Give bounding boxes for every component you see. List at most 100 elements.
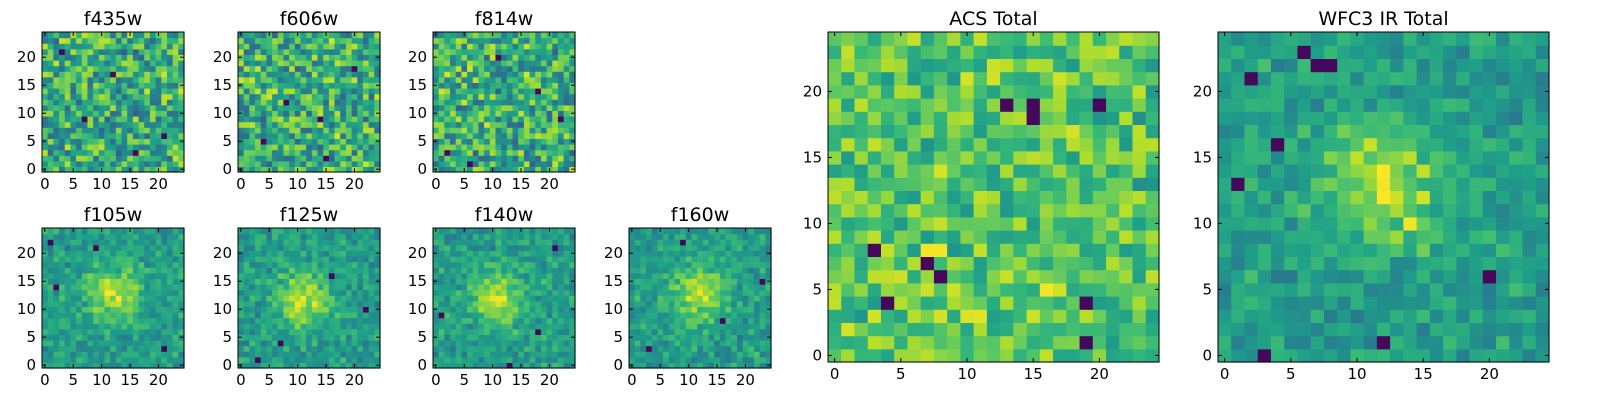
heatmap-cell — [115, 278, 123, 285]
heatmap-cell — [368, 334, 375, 341]
heatmap-cell — [736, 272, 744, 279]
heatmap-cell — [467, 250, 474, 257]
heatmap-cell — [563, 37, 570, 44]
heatmap-cell — [986, 164, 1001, 178]
heatmap-cell — [345, 82, 353, 89]
heatmap-cell — [70, 65, 77, 72]
y-tick-label: 15 — [17, 76, 36, 94]
heatmap-cell — [563, 43, 570, 50]
heatmap-cell — [529, 54, 536, 61]
heatmap-cell — [438, 239, 445, 246]
heatmap-cell — [155, 351, 162, 358]
heatmap-cell — [433, 127, 440, 134]
heatmap-cell — [272, 362, 279, 369]
heatmap-cell — [546, 250, 553, 257]
heatmap-cell — [1053, 203, 1067, 218]
heatmap-cell — [461, 233, 468, 240]
heatmap-cell — [546, 127, 553, 134]
heatmap-cell — [933, 335, 948, 350]
heatmap-cell — [461, 306, 468, 313]
heatmap-cell — [93, 138, 100, 145]
heatmap-cell — [552, 272, 559, 279]
heatmap-cell — [629, 284, 636, 291]
y-tick-label: 5 — [222, 132, 232, 150]
heatmap-cell — [450, 284, 457, 291]
heatmap-cell — [255, 351, 262, 358]
heatmap-cell — [546, 284, 553, 291]
heatmap-cell — [110, 228, 117, 235]
y-tick-label: 10 — [17, 300, 36, 318]
heatmap-cell — [1013, 203, 1028, 218]
heatmap-cell — [674, 261, 681, 268]
heatmap-cell — [691, 317, 698, 324]
heatmap-cell — [357, 278, 364, 285]
heatmap-cell — [110, 244, 117, 251]
heatmap-cell — [552, 261, 559, 268]
heatmap-cell — [947, 296, 961, 310]
heatmap-cell — [518, 351, 525, 358]
heatmap-cell — [702, 278, 710, 285]
heatmap-cell — [76, 306, 83, 313]
heatmap-cell — [328, 278, 336, 285]
heatmap-cell — [546, 104, 553, 111]
y-tick-label: 0 — [26, 356, 36, 374]
heatmap-cell — [87, 166, 94, 173]
heatmap-cell — [115, 127, 123, 134]
heatmap-cell — [243, 60, 250, 67]
heatmap-cell — [467, 104, 474, 111]
heatmap-cell — [172, 289, 179, 296]
heatmap-cell — [81, 356, 89, 363]
heatmap-cell — [53, 351, 60, 358]
heatmap-cell — [569, 340, 576, 347]
heatmap-cell — [323, 328, 330, 335]
heatmap-cell — [362, 351, 370, 358]
heatmap-cell — [529, 149, 536, 156]
heatmap-cell — [450, 110, 457, 117]
heatmap-cell — [121, 317, 128, 324]
heatmap-cell — [438, 166, 445, 173]
heatmap-cell — [362, 323, 370, 330]
heatmap-cell — [149, 233, 157, 240]
heatmap-cell — [323, 65, 330, 72]
heatmap-cell — [1119, 243, 1134, 257]
heatmap-cell — [161, 48, 168, 55]
heatmap-cell — [59, 48, 66, 55]
heatmap-cell — [467, 132, 474, 139]
heatmap-cell — [467, 261, 474, 268]
heatmap-cell — [478, 93, 485, 100]
heatmap-cell — [311, 144, 319, 151]
heatmap-cell — [317, 362, 324, 369]
heatmap-cell — [76, 284, 83, 291]
heatmap-cell — [535, 362, 542, 369]
heatmap-cell — [351, 284, 358, 291]
heatmap-cell — [323, 323, 330, 330]
heatmap-cell — [455, 323, 462, 330]
heatmap-cell — [674, 345, 681, 352]
heatmap-cell — [506, 104, 514, 111]
x-tick-label: 5 — [655, 371, 665, 389]
heatmap-cell — [238, 60, 245, 67]
heatmap-cell — [272, 93, 279, 100]
heatmap-cell — [540, 228, 548, 235]
heatmap-cell — [70, 317, 77, 324]
heatmap-cell — [629, 340, 636, 347]
heatmap-cell — [144, 93, 151, 100]
heatmap-cell — [42, 300, 49, 307]
heatmap-cell — [444, 256, 451, 263]
heatmap-cell — [277, 323, 285, 330]
heatmap-cell — [289, 149, 296, 156]
heatmap-cell — [1026, 243, 1041, 257]
heatmap-cell — [328, 132, 336, 139]
heatmap-cell — [854, 177, 869, 191]
heatmap-cell — [149, 278, 157, 285]
heatmap-cell — [357, 121, 364, 128]
heatmap-cell — [149, 239, 157, 246]
heatmap-cell — [243, 340, 250, 347]
heatmap-cell — [368, 76, 375, 83]
heatmap-cell — [255, 334, 262, 341]
heatmap-cell — [461, 351, 468, 358]
heatmap-cell — [674, 300, 681, 307]
heatmap-cell — [340, 76, 347, 83]
heatmap-cell — [646, 256, 653, 263]
heatmap-cell — [368, 104, 375, 111]
